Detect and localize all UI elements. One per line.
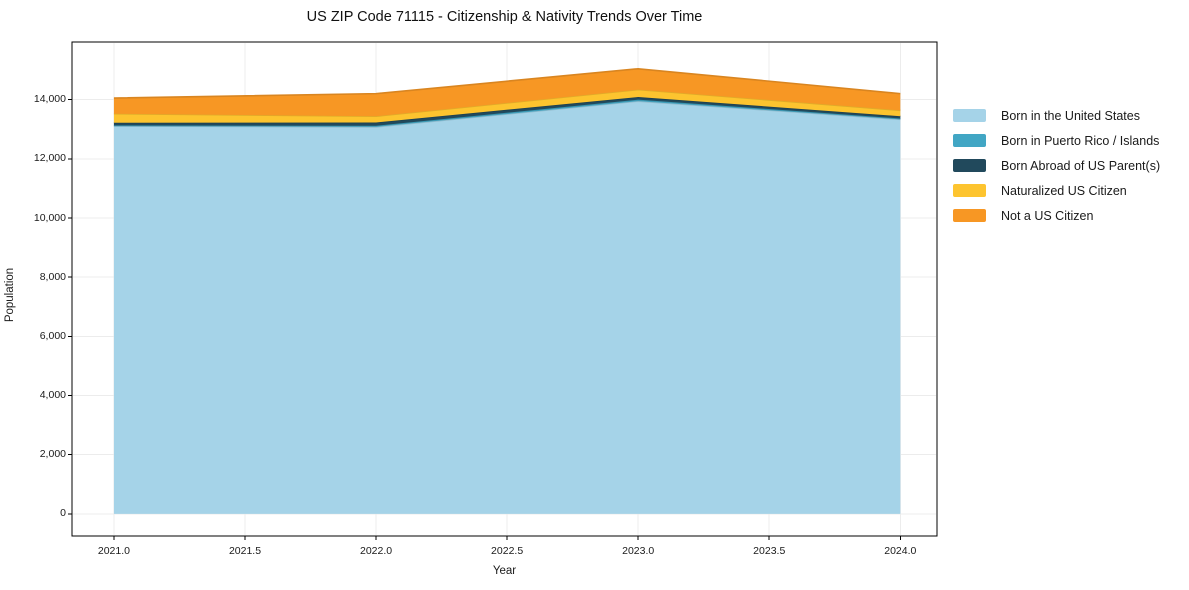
y-tick-label: 2,000 bbox=[39, 448, 66, 461]
x-tick-label: 2022.0 bbox=[359, 545, 393, 557]
y-tick-label: 12,000 bbox=[33, 152, 66, 165]
legend-item-naturalized-us-citizen: Naturalized US Citizen bbox=[953, 178, 1160, 203]
legend-item-label: Born in Puerto Rico / Islands bbox=[1001, 133, 1160, 148]
legend-item-label: Born in the United States bbox=[1001, 108, 1140, 123]
legend-item-label: Not a US Citizen bbox=[1001, 208, 1094, 223]
y-tick-label: 4,000 bbox=[39, 388, 66, 401]
y-tick-label: 14,000 bbox=[33, 93, 66, 106]
legend-swatch-icon bbox=[953, 109, 986, 122]
legend-item-label: Born Abroad of US Parent(s) bbox=[1001, 158, 1161, 173]
legend-item-born-in-puerto-rico-islands: Born in Puerto Rico / Islands bbox=[953, 128, 1160, 153]
legend-swatch-icon bbox=[953, 184, 986, 197]
legend-swatch-icon bbox=[953, 209, 986, 222]
area-edge-not-a-us-citizen bbox=[113, 67, 901, 99]
y-tick-label: 10,000 bbox=[33, 211, 66, 224]
y-tick-label: 6,000 bbox=[39, 329, 66, 342]
tick-marks bbox=[68, 99, 901, 540]
area-series-born-in-the-united-states bbox=[113, 101, 901, 514]
area-series-not-a-us-citizen bbox=[113, 68, 901, 117]
legend-item-born-abroad-of-us-parent-s: Born Abroad of US Parent(s) bbox=[953, 153, 1160, 178]
legend-swatch-icon bbox=[953, 134, 986, 147]
plot-spines bbox=[71, 41, 938, 537]
stacked-areas bbox=[113, 67, 901, 514]
x-tick-label: 2022.5 bbox=[491, 545, 524, 557]
y-axis-label-text: Population bbox=[4, 267, 16, 323]
chart-title: US ZIP Code 71115 - Citizenship & Nativi… bbox=[306, 9, 703, 25]
legend: Born in the United States Born in Puerto … bbox=[953, 103, 1160, 228]
x-axis-tick-labels: 2021.0 2021.5 2022.0 2022.5 2023.0 2023.5 2024… bbox=[0, 545, 1189, 561]
legend-swatch-icon bbox=[953, 159, 986, 172]
area-series-born-abroad-of-us-parent-s bbox=[113, 97, 901, 126]
x-tick-label: 2023.5 bbox=[753, 545, 786, 557]
legend-item-born-in-the-united-states: Born in the United States bbox=[953, 103, 1160, 128]
y-tick-label: 8,000 bbox=[39, 270, 66, 283]
x-tick-label: 2024.0 bbox=[884, 545, 917, 557]
x-axis-label: Year bbox=[492, 565, 517, 577]
x-tick-label: 2023.0 bbox=[622, 545, 655, 557]
legend-item-not-a-us-citizen: Not a US Citizen bbox=[953, 203, 1160, 228]
legend-item-label: Naturalized US Citizen bbox=[1001, 183, 1127, 198]
y-tick-label: 0 bbox=[60, 507, 66, 520]
y-axis-tick-labels: 0 2,000 4,000 6,000 8,000 10,000 12,000 14,000 bbox=[0, 0, 66, 590]
x-tick-label: 2021.0 bbox=[97, 545, 130, 557]
area-series-naturalized-us-citizen bbox=[113, 89, 901, 123]
x-tick-label: 2021.5 bbox=[228, 545, 262, 557]
